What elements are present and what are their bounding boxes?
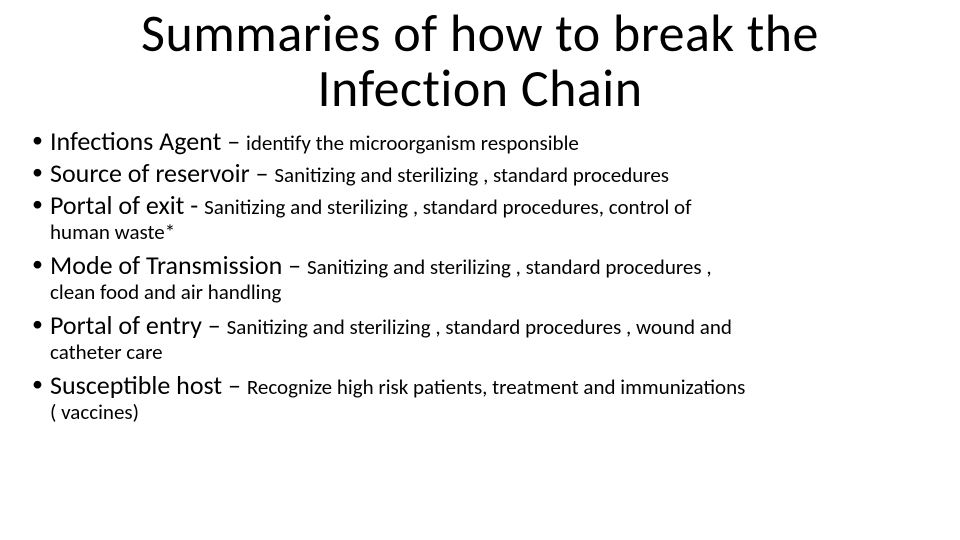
bullet-sub: catheter care — [50, 341, 930, 363]
title-line-2: Infection Chain — [317, 56, 642, 120]
bullet-sub: human waste* — [50, 221, 930, 243]
bullet-detail: identify the microorganism responsible — [246, 130, 579, 156]
bullet-lead: Susceptible host – — [50, 369, 247, 401]
bullet-lead: Portal of entry – — [50, 309, 227, 341]
bullet-detail: Sanitizing and sterilizing , standard pr… — [204, 194, 691, 220]
slide-title: Summaries of how to break the Infection … — [0, 0, 960, 115]
bullet-detail: Sanitizing and sterilizing , standard pr… — [274, 162, 669, 188]
bullet-lead: Mode of Transmission – — [50, 249, 307, 281]
bullet-item: Mode of Transmission – Sanitizing and st… — [30, 251, 930, 303]
bullet-detail: Sanitizing and sterilizing , standard pr… — [227, 314, 732, 340]
bullet-sub: clean food and air handling — [50, 281, 930, 303]
bullet-item: Source of reservoir – Sanitizing and ste… — [30, 159, 930, 189]
slide-body: Infections Agent – identify the microorg… — [0, 115, 960, 423]
bullet-item: Infections Agent – identify the microorg… — [30, 127, 930, 157]
bullet-lead: Infections Agent – — [50, 125, 246, 157]
bullet-item: Portal of entry – Sanitizing and sterili… — [30, 311, 930, 363]
bullet-item: Portal of exit - Sanitizing and steriliz… — [30, 191, 930, 243]
bullet-lead: Portal of exit - — [50, 189, 204, 221]
bullet-sub: ( vaccines) — [50, 401, 930, 423]
bullet-item: Susceptible host – Recognize high risk p… — [30, 371, 930, 423]
bullet-detail: Recognize high risk patients, treatment … — [247, 374, 746, 400]
slide: Summaries of how to break the Infection … — [0, 0, 960, 540]
bullet-lead: Source of reservoir – — [50, 157, 274, 189]
bullet-detail: Sanitizing and sterilizing , standard pr… — [307, 254, 712, 280]
